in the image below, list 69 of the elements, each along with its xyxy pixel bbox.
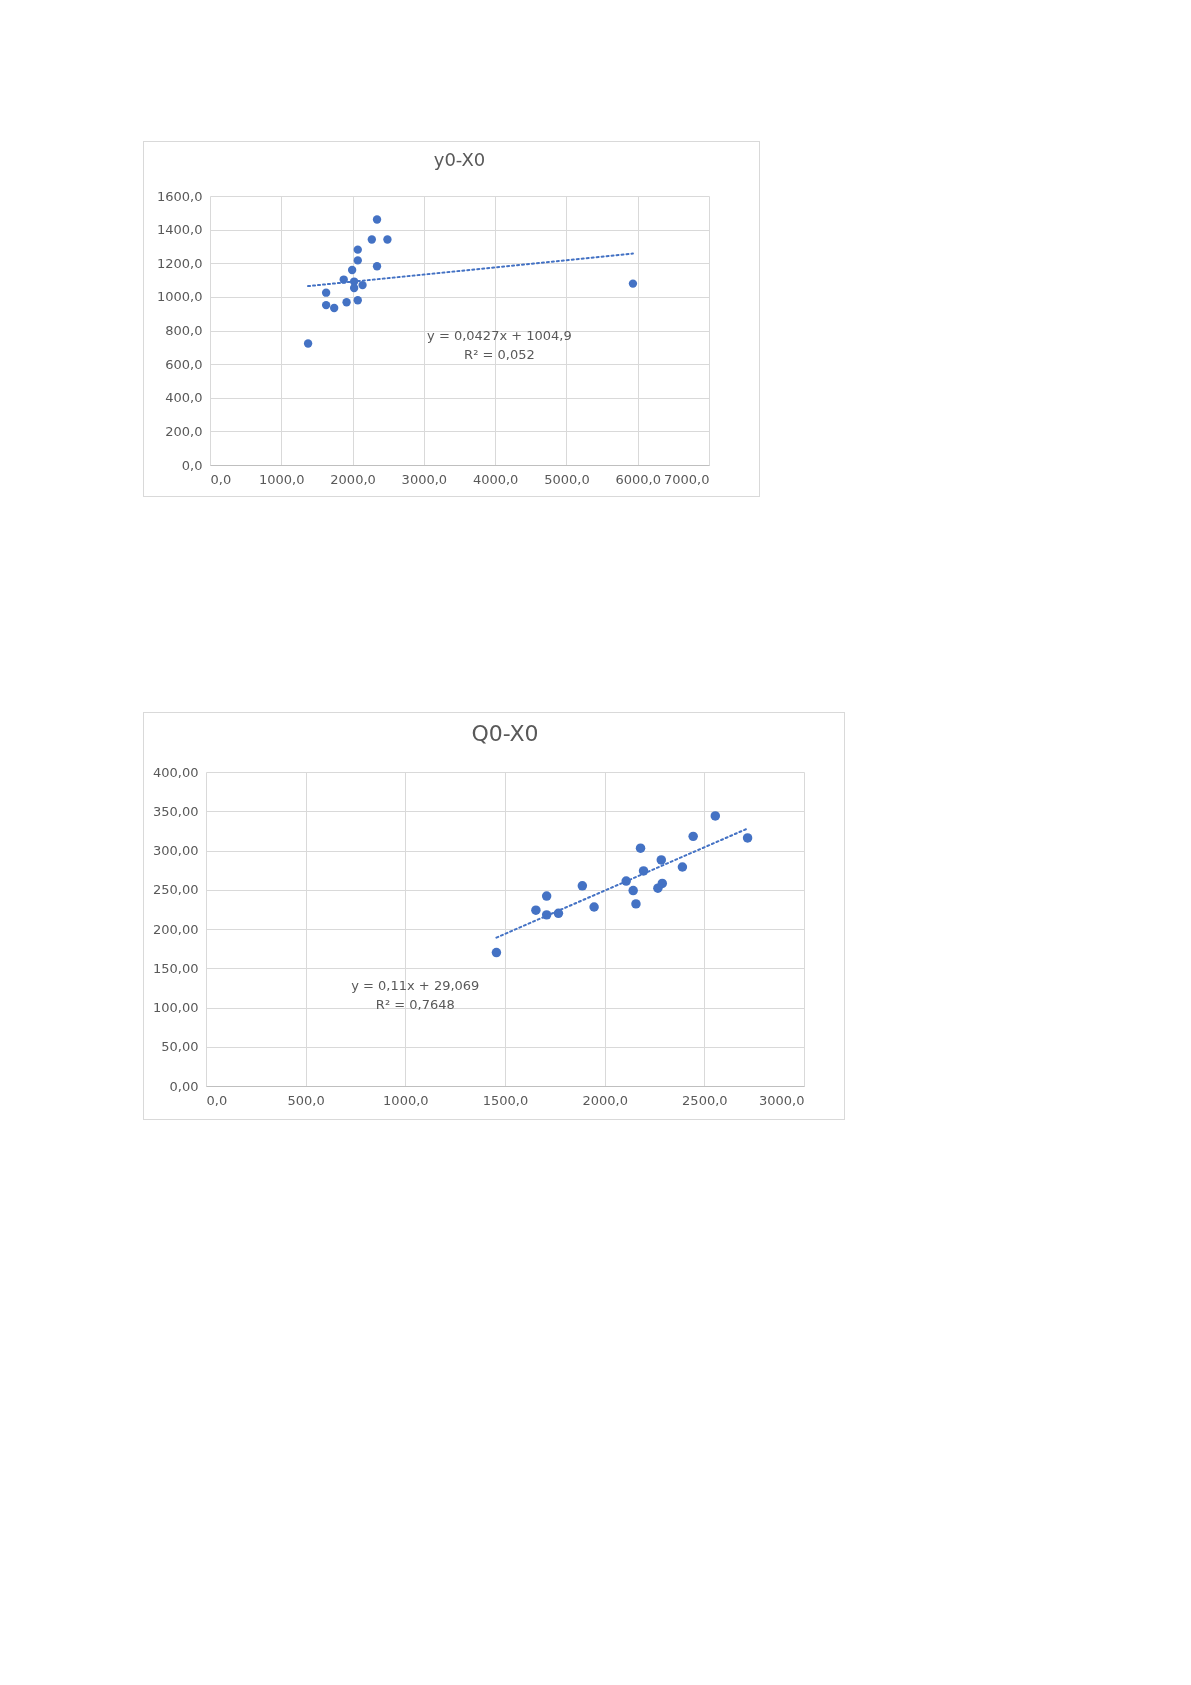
x-tick-label: 7000,0: [664, 471, 710, 487]
y-tick-label: 600,0: [165, 356, 203, 372]
point: [531, 905, 541, 915]
point: [330, 303, 339, 313]
point: [628, 279, 638, 288]
point: [541, 891, 552, 901]
y-tick-label: 0,0: [181, 457, 203, 473]
point: [635, 843, 646, 853]
point: [688, 831, 698, 842]
y-tick-label: 300,00: [153, 843, 199, 858]
x-tick-label: 1500,0: [482, 1092, 529, 1108]
x-tick-label: 0,0: [210, 471, 232, 487]
chart-title: Q0-X0: [471, 721, 539, 746]
point: [710, 811, 721, 821]
point: [358, 280, 367, 290]
y-tick-label: 1600,0: [157, 188, 203, 204]
point: [347, 265, 357, 275]
point: [303, 339, 313, 348]
point: [628, 885, 638, 896]
y-tick-label: 250,00: [153, 882, 199, 898]
annotation: R² = 0,052: [464, 346, 535, 362]
x-tick-label: 1000,0: [383, 1092, 429, 1108]
chart-title: y0-X0: [433, 149, 486, 170]
point: [577, 881, 588, 891]
x-tick-label: 5000,0: [544, 471, 590, 487]
point: [372, 215, 382, 224]
point: [656, 855, 667, 865]
x-tick-label: 500,0: [287, 1092, 325, 1108]
point: [631, 899, 641, 909]
point: [321, 288, 331, 297]
point: [349, 283, 359, 293]
x-tick-label: 2500,0: [682, 1092, 728, 1108]
annotation: y = 0,11x + 29,069: [351, 977, 480, 993]
x-tick-label: 3000,0: [759, 1092, 805, 1108]
y-tick-label: 1400,0: [157, 222, 203, 238]
annotation: y = 0,0427x + 1004,9: [427, 327, 572, 343]
y-tick-label: 200,00: [153, 921, 199, 937]
point: [367, 235, 376, 244]
point: [677, 862, 688, 872]
point: [372, 262, 382, 271]
point: [353, 296, 362, 305]
y-tick-label: 800,0: [165, 323, 203, 338]
point: [657, 878, 668, 889]
annotation: R² = 0,7648: [375, 996, 455, 1012]
point: [353, 256, 362, 265]
y-tick-label: 400,00: [153, 764, 199, 780]
y-tick-label: 0,00: [169, 1078, 199, 1094]
x-tick-label: 6000,0: [615, 471, 661, 487]
y-tick-label: 400,0: [165, 390, 203, 406]
y-tick-label: 50,00: [161, 1039, 199, 1055]
point: [589, 902, 599, 912]
point: [742, 833, 753, 843]
x-tick-label: 1000,0: [259, 471, 305, 487]
point: [353, 245, 362, 254]
x-tick-label: 0,0: [206, 1092, 228, 1108]
y-tick-label: 1200,0: [157, 255, 203, 271]
point: [321, 300, 331, 310]
y-tick-label: 1000,0: [157, 289, 203, 305]
y-tick-label: 350,00: [153, 803, 199, 819]
x-tick-label: 2000,0: [582, 1092, 628, 1108]
point: [383, 235, 392, 244]
point: [342, 298, 351, 307]
x-tick-label: 3000,0: [401, 471, 448, 487]
point: [491, 947, 502, 958]
y-tick-label: 150,00: [153, 960, 199, 976]
y-tick-label: 200,0: [165, 423, 203, 439]
x-tick-label: 4000,0: [472, 471, 519, 487]
y-tick-label: 100,00: [153, 1000, 199, 1015]
x-tick-label: 2000,0: [330, 471, 376, 487]
